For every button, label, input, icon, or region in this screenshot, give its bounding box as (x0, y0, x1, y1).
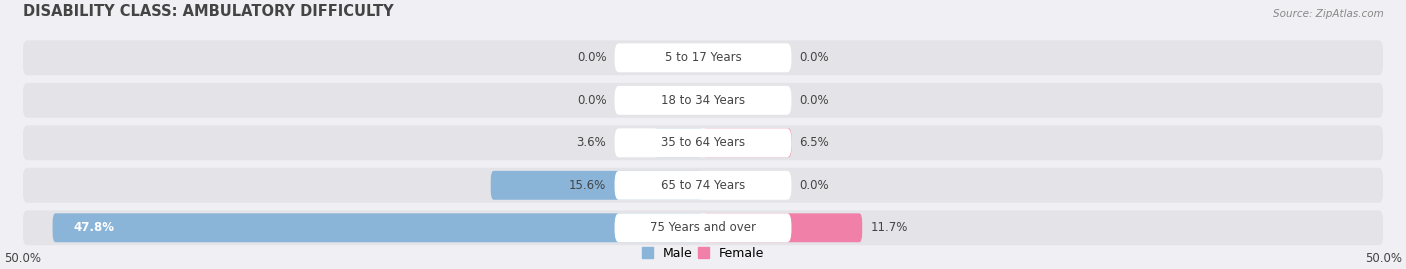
FancyBboxPatch shape (614, 86, 792, 115)
FancyBboxPatch shape (22, 210, 1384, 245)
Text: 15.6%: 15.6% (569, 179, 606, 192)
Text: 0.0%: 0.0% (576, 94, 606, 107)
Text: 6.5%: 6.5% (800, 136, 830, 149)
FancyBboxPatch shape (52, 213, 703, 242)
Text: 3.6%: 3.6% (576, 136, 606, 149)
Text: 0.0%: 0.0% (576, 51, 606, 64)
Text: DISABILITY CLASS: AMBULATORY DIFFICULTY: DISABILITY CLASS: AMBULATORY DIFFICULTY (22, 4, 394, 19)
FancyBboxPatch shape (654, 128, 703, 157)
Text: 18 to 34 Years: 18 to 34 Years (661, 94, 745, 107)
Text: 75 Years and over: 75 Years and over (650, 221, 756, 234)
FancyBboxPatch shape (22, 125, 1384, 160)
FancyBboxPatch shape (703, 213, 862, 242)
Text: 47.8%: 47.8% (73, 221, 114, 234)
Text: 0.0%: 0.0% (800, 51, 830, 64)
FancyBboxPatch shape (703, 128, 792, 157)
FancyBboxPatch shape (22, 83, 1384, 118)
Text: 35 to 64 Years: 35 to 64 Years (661, 136, 745, 149)
Text: 65 to 74 Years: 65 to 74 Years (661, 179, 745, 192)
FancyBboxPatch shape (614, 128, 792, 157)
FancyBboxPatch shape (614, 171, 792, 200)
FancyBboxPatch shape (22, 168, 1384, 203)
Text: 11.7%: 11.7% (870, 221, 908, 234)
Text: Source: ZipAtlas.com: Source: ZipAtlas.com (1272, 9, 1384, 19)
FancyBboxPatch shape (614, 43, 792, 72)
Text: 0.0%: 0.0% (800, 179, 830, 192)
FancyBboxPatch shape (614, 213, 792, 242)
Text: 5 to 17 Years: 5 to 17 Years (665, 51, 741, 64)
FancyBboxPatch shape (22, 40, 1384, 75)
Text: 0.0%: 0.0% (800, 94, 830, 107)
FancyBboxPatch shape (491, 171, 703, 200)
Legend: Male, Female: Male, Female (641, 247, 765, 260)
